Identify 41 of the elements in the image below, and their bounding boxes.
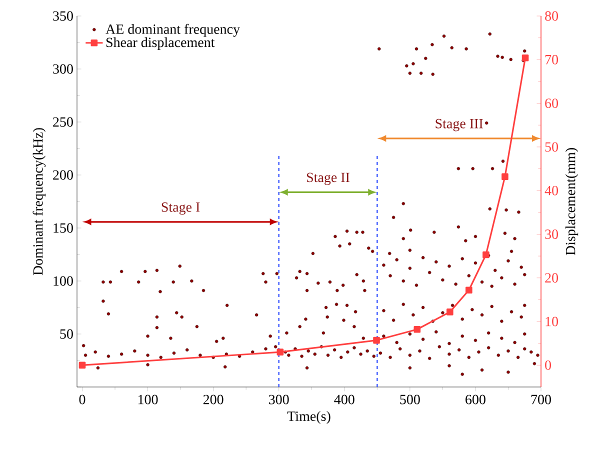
x-tick-label: 300	[269, 394, 289, 404]
x-tick-label: 400	[334, 394, 354, 404]
x-tick-label: 200	[203, 394, 224, 404]
point	[276, 348, 284, 356]
y2-tick-label: 20	[545, 273, 558, 283]
y2-axis-title: Displacement(mm)	[565, 148, 578, 256]
y2-tick-label: 30	[545, 230, 558, 239]
point	[373, 336, 380, 344]
y-tick-label: 300	[53, 64, 73, 74]
y2-tick-label: 0	[545, 360, 551, 370]
y-tick-label: 100	[54, 276, 73, 286]
point	[502, 173, 508, 180]
point	[482, 251, 490, 258]
annotation: Stage III	[436, 118, 483, 132]
y2-tick-label: 60	[545, 98, 558, 108]
x-tick-label: 500	[400, 394, 420, 404]
y-tick-label: 150	[54, 223, 73, 233]
y-axis-title: Dominant frequency(kHz)	[32, 128, 46, 276]
x-tick-label: 600	[466, 394, 486, 404]
y-tick-label: 200	[53, 170, 73, 180]
annotation: Stage I	[162, 202, 200, 215]
point	[466, 286, 472, 294]
y2-tick-label: 80	[545, 11, 558, 21]
y2-tick-label: 10	[546, 316, 558, 326]
x-tick-label: 100	[138, 394, 158, 404]
annotation: Stage II	[306, 172, 350, 186]
x-tick-label: 0	[79, 394, 86, 404]
y2-tick-label: 70	[545, 54, 558, 64]
point	[78, 362, 86, 369]
x-axis-title: Time(s)	[287, 411, 330, 424]
x-tick-label: 700	[531, 394, 551, 404]
y-tick-label: 250	[53, 117, 73, 127]
y-tick-label: 50	[60, 329, 73, 339]
y2-tick-label: 40	[544, 186, 558, 196]
y2-tick-label: 50	[545, 142, 558, 152]
point	[414, 326, 421, 333]
legend-label: Shear displacement	[106, 37, 215, 50]
legend-label: AE dominant frequency	[106, 24, 240, 37]
y-tick-label: 350	[53, 11, 73, 21]
point	[446, 308, 454, 316]
point	[522, 54, 529, 62]
